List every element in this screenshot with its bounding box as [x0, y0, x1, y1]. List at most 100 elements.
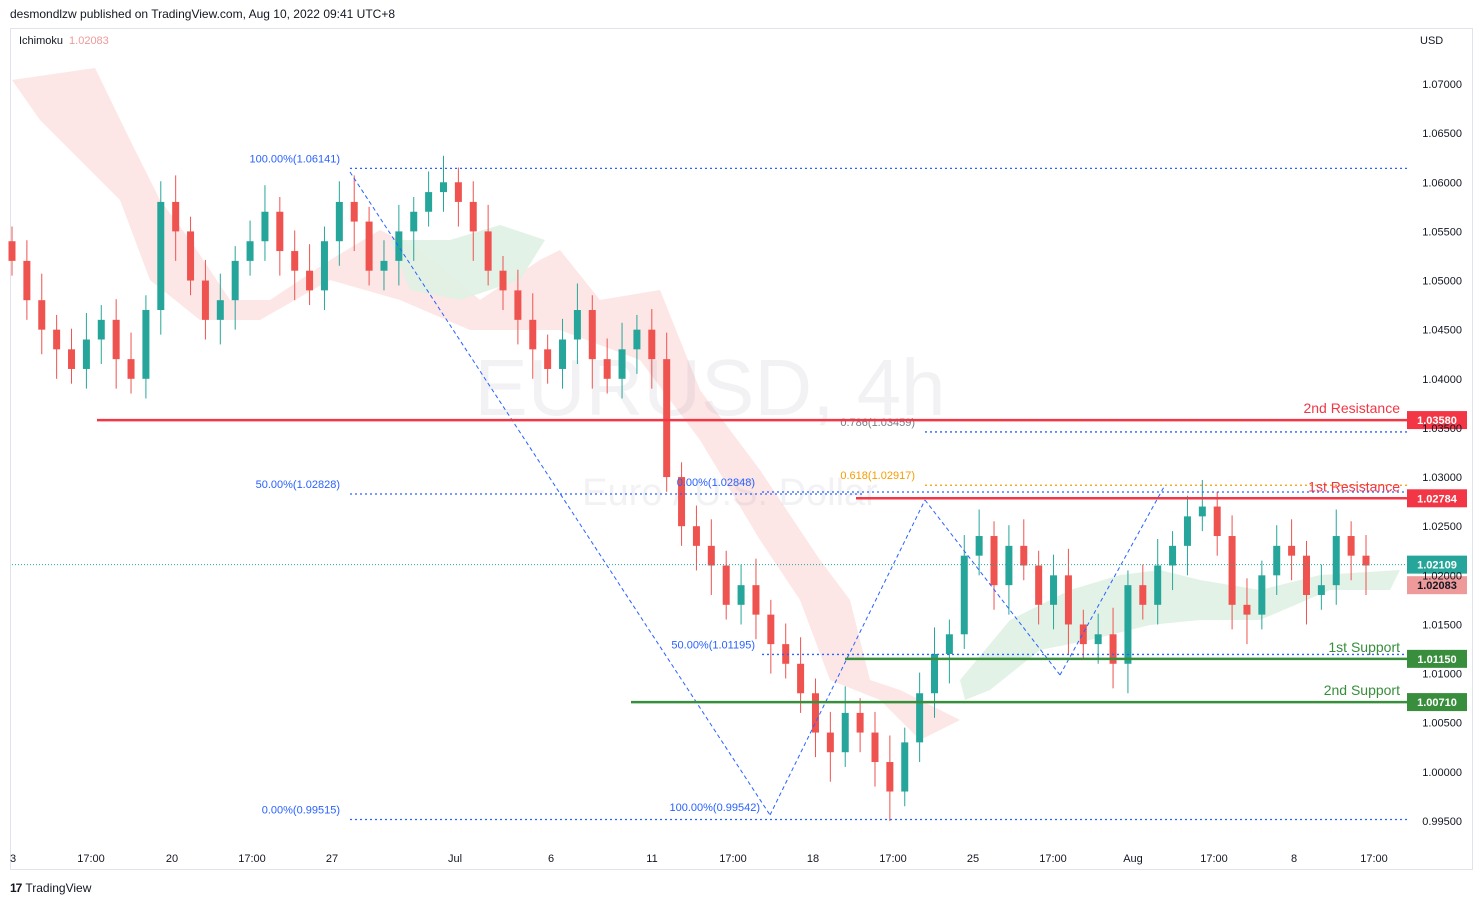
candle-body [514, 290, 522, 320]
candle-body [573, 310, 581, 340]
candle-body [127, 359, 135, 379]
footer-brand: TradingView [25, 881, 92, 895]
currency-label: USD [1420, 35, 1444, 47]
candle-body [68, 349, 76, 369]
level-price-tag [1407, 411, 1467, 430]
y-tick-label: 1.04000 [1422, 374, 1462, 386]
x-tick-label: 17:00 [77, 853, 105, 865]
candle-body [529, 319, 537, 350]
candle-body [1183, 516, 1191, 546]
y-tick-label: 1.00000 [1422, 767, 1462, 779]
candle-body [767, 614, 775, 645]
candle-body [276, 211, 284, 252]
x-tick-label: 8 [1291, 853, 1297, 865]
candle-body [797, 663, 805, 694]
candle-body [291, 251, 299, 271]
candle-body [1228, 536, 1236, 605]
level-price-tag [1407, 693, 1467, 712]
candle-body [1154, 565, 1162, 605]
footer[interactable]: 17 TradingView [10, 881, 91, 895]
watermark-symbol: EURUSD, 4h [474, 343, 945, 432]
indicator-legend[interactable]: Ichimoku 1.02083 [19, 35, 109, 47]
level-label: 1st Resistance [1308, 478, 1400, 494]
y-tick-label: 1.06500 [1422, 128, 1462, 140]
candle-body [1332, 536, 1340, 586]
candle-body [737, 585, 745, 605]
chart-frame [10, 28, 1473, 870]
candle-body [916, 693, 924, 743]
x-tick-label: 27 [326, 853, 338, 865]
ichimoku-cloud-bullish-2 [960, 570, 1400, 700]
candle-body [841, 712, 849, 753]
candle-body [678, 477, 686, 527]
fib-label: 0.786(1.03459) [840, 417, 915, 429]
level-price-tag-text: 1.01150 [1417, 654, 1456, 666]
x-tick-label: 17:00 [719, 853, 747, 865]
candle-body [707, 545, 715, 566]
price-tag-last [1407, 555, 1467, 574]
candle-body [1347, 536, 1355, 556]
y-tick-label: 0.99500 [1422, 816, 1462, 828]
candle-body [23, 260, 31, 301]
candle-body [38, 300, 46, 330]
candle-body [1213, 506, 1221, 537]
candle-body [1064, 575, 1072, 625]
candle-body [1302, 555, 1310, 595]
candle-body [454, 182, 462, 202]
y-tick-label: 1.03000 [1422, 472, 1462, 484]
candle-body [1094, 634, 1102, 645]
x-tick-label: Jul [448, 853, 462, 865]
x-tick-label: 3 [10, 853, 16, 865]
x-tick-label: 11 [646, 853, 657, 865]
y-tick-label: 1.05000 [1422, 276, 1462, 288]
y-tick-label: 1.07000 [1422, 79, 1462, 91]
candle-body [826, 732, 834, 753]
candle-body [306, 270, 314, 291]
fib-label: 0.00%(0.99515) [262, 805, 340, 817]
candle-body [1124, 585, 1132, 664]
candle-body [1139, 585, 1147, 605]
candle-body [618, 349, 626, 379]
x-tick-label: 18 [807, 853, 819, 865]
candle-body [1243, 604, 1251, 615]
tradingview-logo-icon: 17 [10, 881, 22, 895]
candle-body [246, 241, 254, 261]
y-tick-label: 1.01000 [1422, 669, 1462, 681]
candle-body [663, 359, 671, 478]
candle-body [1109, 634, 1117, 664]
candle-body [216, 300, 224, 320]
fib-label: 100.00%(0.99542) [669, 802, 760, 814]
candle-body [1035, 565, 1043, 605]
candle-body [588, 310, 596, 360]
fib-swing-line-up-1 [769, 499, 926, 816]
candle-body [1273, 545, 1281, 576]
candle-body [945, 634, 953, 654]
candle-body [856, 712, 864, 733]
candle-body [931, 653, 939, 694]
y-tick-label: 1.02500 [1422, 521, 1462, 533]
candle-body [499, 270, 507, 291]
watermark-name: Euro / U.S. Dollar [582, 472, 878, 514]
candle-body [975, 536, 983, 556]
fib-swing-line-correction [924, 499, 1061, 676]
candle-body [142, 310, 150, 379]
candle-body [112, 319, 120, 360]
y-tick-label: 1.03500 [1422, 423, 1462, 435]
level-price-tag-text: 1.00710 [1417, 697, 1457, 709]
candle-body [261, 211, 269, 242]
fib-label: 50.00%(1.01195) [671, 639, 755, 651]
candle-body [544, 349, 552, 369]
candle-body [97, 319, 105, 340]
candle-body [350, 201, 358, 222]
candle-body [1169, 545, 1177, 566]
x-tick-label: 17:00 [1039, 853, 1067, 865]
price-tag-text: 1.02083 [1417, 580, 1457, 592]
candle-body [187, 231, 195, 281]
candle-body [692, 526, 700, 546]
candle-body [960, 555, 968, 635]
candle-body [782, 644, 790, 664]
fib-swing-line-down [349, 171, 771, 816]
candle-body [1317, 585, 1325, 595]
level-price-tag-text: 1.02784 [1417, 493, 1458, 505]
